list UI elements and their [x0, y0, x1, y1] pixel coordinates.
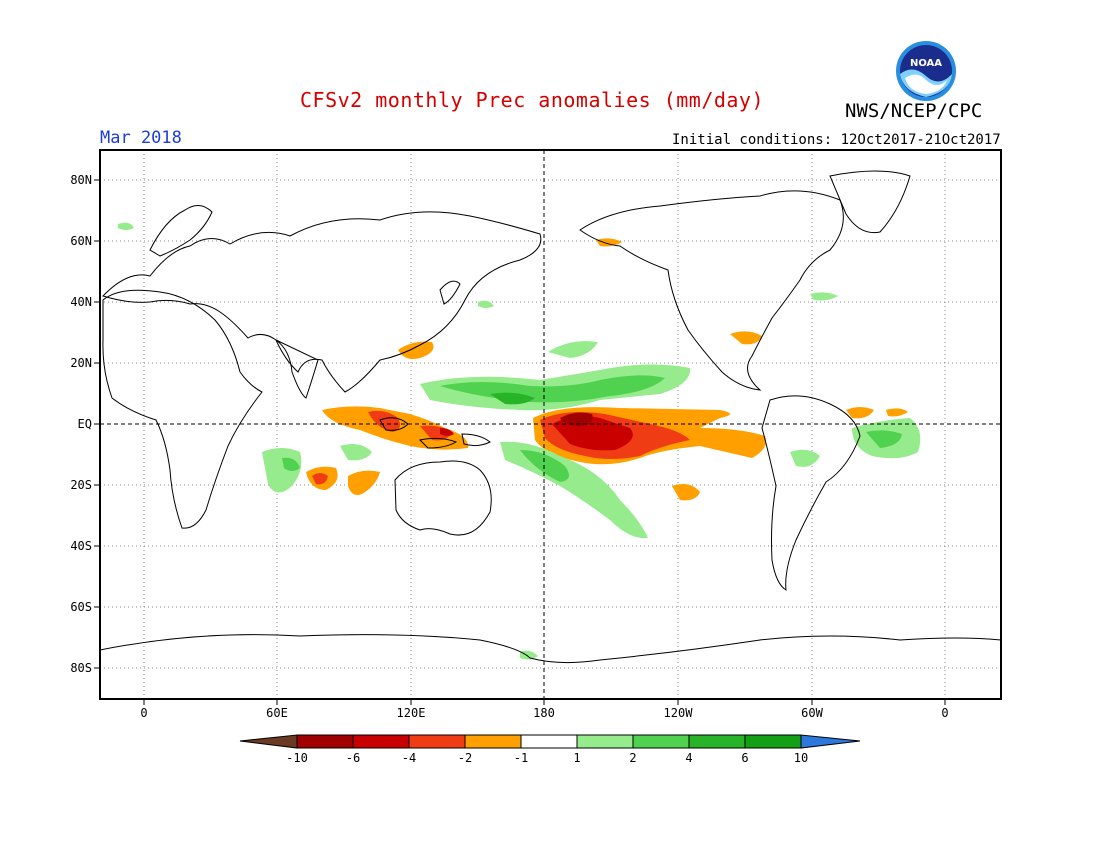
colorbar-label: -2	[457, 751, 473, 765]
colorbar-bin	[688, 734, 746, 749]
colorbar-label: 4	[685, 751, 693, 765]
colorbar-label: -1	[513, 751, 529, 765]
colorbar-label: -10	[286, 751, 308, 765]
colorbar-label: 1	[573, 751, 581, 765]
lat-label: EQ	[77, 417, 92, 431]
colorbar-label: 10	[793, 751, 809, 765]
colorbar-label: -4	[401, 751, 417, 765]
axis-ticks	[94, 179, 946, 705]
initial-conditions: Initial conditions: 12Oct2017-21Oct2017	[672, 132, 1001, 148]
colorbar-label: -6	[345, 751, 361, 765]
chart-title: CFSv2 monthly Prec anomalies (mm/day)	[300, 88, 765, 112]
lon-label: 180	[533, 706, 555, 720]
lon-label: 0	[941, 706, 949, 720]
colorbar-label: 6	[741, 751, 749, 765]
lon-label: 60W	[801, 706, 823, 720]
colorbar-low-arrow	[239, 734, 298, 749]
lat-label: 60N	[70, 234, 92, 248]
colorbar-high-arrow	[800, 734, 861, 749]
colorbar-bin	[520, 734, 578, 749]
anomaly-fields	[118, 222, 921, 660]
coastlines	[100, 170, 1001, 664]
colorbar-bin	[744, 734, 802, 749]
lat-label: 60S	[70, 600, 92, 614]
colorbar	[239, 734, 861, 749]
lat-label: 80S	[70, 661, 92, 675]
colorbar-label: 2	[629, 751, 637, 765]
colorbar-bin	[632, 734, 690, 749]
colorbar-bin	[296, 734, 354, 749]
colorbar-bin	[408, 734, 466, 749]
lat-label: 40S	[70, 539, 92, 553]
lon-label: 60E	[266, 706, 288, 720]
forecast-month: Mar 2018	[100, 128, 182, 148]
colorbar-bin	[352, 734, 410, 749]
lat-label: 20S	[70, 478, 92, 492]
lon-label: 120E	[396, 706, 426, 720]
noaa-logo-text: NOAA	[910, 58, 942, 69]
colorbar-bin	[464, 734, 522, 749]
lat-label: 80N	[70, 173, 92, 187]
colorbar-bin	[576, 734, 634, 749]
lon-label: 0	[140, 706, 148, 720]
lat-label: 40N	[70, 295, 92, 309]
agency-label: NWS/NCEP/CPC	[845, 100, 983, 122]
noaa-logo: NOAA	[896, 41, 956, 101]
lon-label: 120W	[663, 706, 693, 720]
lat-label: 20N	[70, 356, 92, 370]
